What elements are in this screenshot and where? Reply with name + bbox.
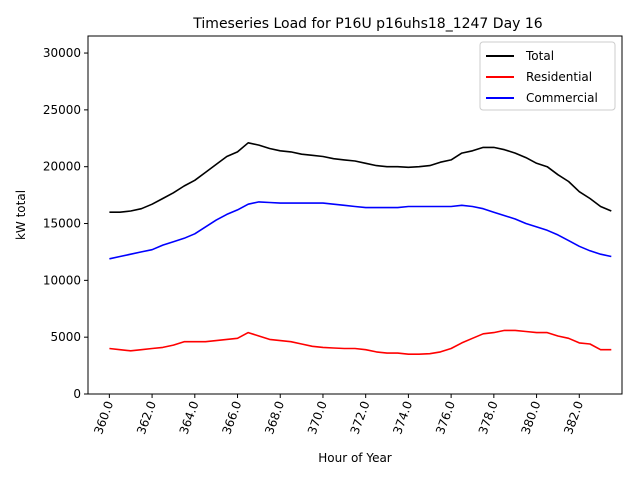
x-tick-label: 360.0	[91, 399, 116, 436]
chart-title: Timeseries Load for P16U p16uhs18_1247 D…	[192, 16, 542, 32]
y-tick-label: 0	[73, 387, 81, 401]
legend: Total Residential Commercial	[479, 41, 616, 111]
axes-frame	[87, 35, 623, 395]
x-tick-label: 374.0	[390, 399, 415, 436]
y-tick-label: 25000	[43, 103, 81, 117]
x-tick-label: 364.0	[177, 399, 202, 436]
series-line-residential	[109, 329, 612, 356]
x-tick-label: 372.0	[348, 399, 373, 436]
legend-frame	[479, 41, 616, 111]
x-tick-label: 380.0	[518, 399, 543, 436]
plot-area	[87, 35, 623, 395]
x-tick-label: 362.0	[134, 399, 159, 436]
x-tick-label: 378.0	[476, 399, 501, 436]
series-line-commercial	[109, 201, 612, 260]
legend-label-residential: Residential	[526, 70, 592, 84]
x-tick-label: 382.0	[561, 399, 586, 436]
y-tick-label: 15000	[43, 217, 81, 231]
legend-label-commercial: Commercial	[526, 91, 598, 105]
series-line-total	[109, 142, 612, 213]
legend-label-total: Total	[525, 49, 554, 63]
y-tick-label: 30000	[43, 46, 81, 60]
x-axis-label: Hour of Year	[318, 451, 392, 465]
x-tick-label: 370.0	[305, 399, 330, 436]
y-tick-label: 20000	[43, 160, 81, 174]
y-axis-label: kW total	[14, 190, 28, 240]
x-tick-label: 368.0	[262, 399, 287, 436]
y-axis: 0 5000 10000 15000 20000 25000 30000	[43, 46, 88, 401]
x-tick-label: 376.0	[433, 399, 458, 436]
x-axis: 360.0 362.0 364.0 366.0 368.0 370.0 372.0 374.0…	[91, 394, 586, 436]
y-tick-label: 5000	[50, 330, 81, 344]
series-layer	[109, 142, 612, 356]
x-tick-label: 366.0	[219, 399, 244, 436]
y-tick-label: 10000	[43, 273, 81, 287]
